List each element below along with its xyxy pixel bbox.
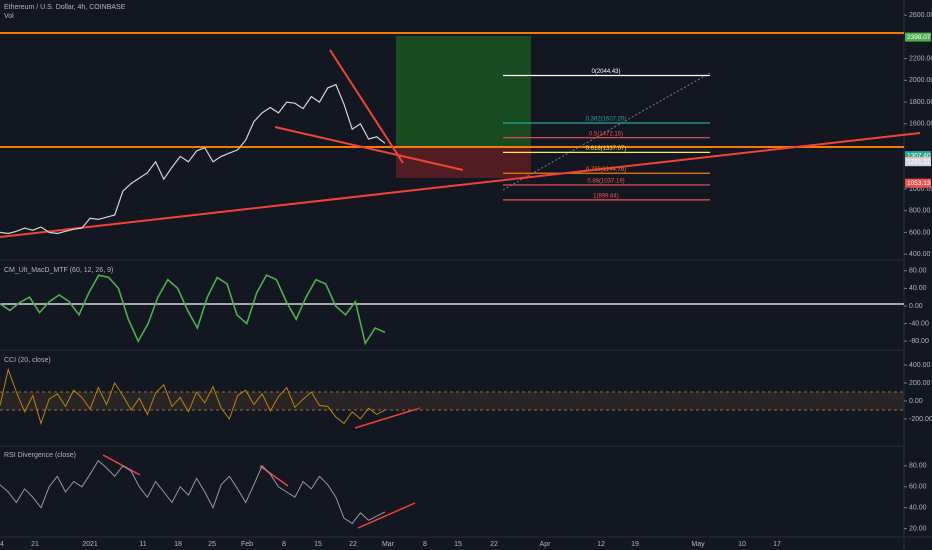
long-profit-zone bbox=[396, 36, 531, 147]
fib-label: 0.382(1607.20) bbox=[586, 117, 627, 123]
y-tick-label: 0.00 bbox=[909, 398, 923, 405]
y-tick-label: 80.00 bbox=[909, 463, 927, 470]
fib-label: 0.88(1037.19) bbox=[587, 179, 624, 185]
series-line bbox=[0, 83, 386, 235]
indicator-title: CM_Ult_MacD_MTF (60, 12, 26, 9) bbox=[4, 267, 113, 274]
y-tick-label: 20.00 bbox=[909, 525, 927, 532]
price-badge bbox=[905, 32, 931, 42]
x-tick-label: 11 bbox=[139, 541, 146, 548]
series-line bbox=[0, 367, 386, 426]
divergence-line bbox=[259, 465, 289, 487]
x-tick-label: 8 bbox=[282, 541, 286, 548]
y-tick-label: 600.00 bbox=[909, 229, 931, 236]
x-tick-label: 2021 bbox=[82, 541, 98, 548]
fib-label: 0(2044.43) bbox=[591, 69, 620, 75]
price-badge bbox=[905, 157, 931, 167]
x-tick-label: 8 bbox=[423, 541, 427, 548]
y-tick-label: 200.00 bbox=[909, 380, 931, 387]
y-tick-label: 1000.00 bbox=[909, 186, 932, 193]
trend-line bbox=[0, 132, 921, 238]
price-badge-label: 2398.07 bbox=[907, 34, 931, 41]
x-tick-label: 18 bbox=[174, 541, 182, 548]
y-tick-label: 2600.00 bbox=[909, 12, 932, 19]
y-tick-label: -40.00 bbox=[909, 320, 929, 327]
y-tick-label: 1600.00 bbox=[909, 121, 932, 128]
divergence-line bbox=[357, 502, 416, 529]
x-tick-label: 25 bbox=[208, 541, 216, 548]
x-tick-label: 19 bbox=[631, 541, 639, 548]
indicator-title: RSI Divergence (close) bbox=[4, 452, 76, 459]
y-tick-label: 0.00 bbox=[909, 303, 923, 310]
y-tick-label: 400.00 bbox=[909, 251, 931, 258]
volume-label: Vol bbox=[4, 13, 14, 20]
band-fill bbox=[0, 391, 904, 410]
y-tick-label: 1800.00 bbox=[909, 99, 932, 106]
x-tick-label: 4 bbox=[0, 541, 4, 548]
x-tick-label: 15 bbox=[454, 541, 462, 548]
y-tick-label: -80.00 bbox=[909, 338, 929, 345]
x-tick-label: May bbox=[691, 541, 705, 548]
fib-label: 0.786(1144.79) bbox=[586, 167, 626, 173]
price-badge-label: 1307.40 bbox=[907, 152, 931, 159]
trend-line bbox=[329, 49, 404, 164]
symbol-title: Ethereum / U.S. Dollar, 4h, COINBASE bbox=[4, 4, 126, 11]
series-line bbox=[0, 459, 386, 525]
trend-line bbox=[274, 126, 464, 171]
x-tick-label: 10 bbox=[738, 541, 746, 548]
divergence-line bbox=[354, 407, 421, 429]
fib-label: 0.618(1337.07) bbox=[586, 146, 627, 152]
y-tick-label: -200.00 bbox=[909, 416, 932, 423]
x-tick-label: 21 bbox=[31, 541, 39, 548]
divergence-line bbox=[102, 454, 141, 476]
x-tick-label: 22 bbox=[349, 541, 357, 548]
price-badge bbox=[905, 151, 931, 161]
price-badge bbox=[905, 178, 931, 188]
fib-label: 1(899.84) bbox=[593, 193, 619, 199]
x-tick-label: Apr bbox=[540, 541, 552, 548]
price-badge-label: 1251.22 bbox=[907, 158, 931, 165]
x-tick-label: Feb bbox=[241, 541, 253, 548]
y-tick-label: 800.00 bbox=[909, 208, 931, 215]
y-tick-label: 2200.00 bbox=[909, 55, 932, 62]
y-tick-label: 80.00 bbox=[909, 268, 927, 275]
series-line bbox=[0, 274, 386, 346]
x-tick-label: 12 bbox=[597, 541, 605, 548]
indicator-title: CCI (20, close) bbox=[4, 357, 51, 364]
x-tick-label: 15 bbox=[314, 541, 322, 548]
y-tick-label: 40.00 bbox=[909, 505, 927, 512]
price-badge-label: 1053.13 bbox=[907, 180, 931, 187]
y-tick-label: 60.00 bbox=[909, 484, 927, 491]
x-tick-label: 22 bbox=[490, 541, 498, 548]
y-tick-label: 400.00 bbox=[909, 362, 931, 369]
x-tick-label: 17 bbox=[773, 541, 781, 548]
y-tick-label: 40.00 bbox=[909, 285, 927, 292]
y-tick-label: 2000.00 bbox=[909, 77, 932, 84]
fib-label: 0.5(1472.15) bbox=[589, 131, 623, 137]
x-tick-label: Mar bbox=[382, 541, 395, 548]
